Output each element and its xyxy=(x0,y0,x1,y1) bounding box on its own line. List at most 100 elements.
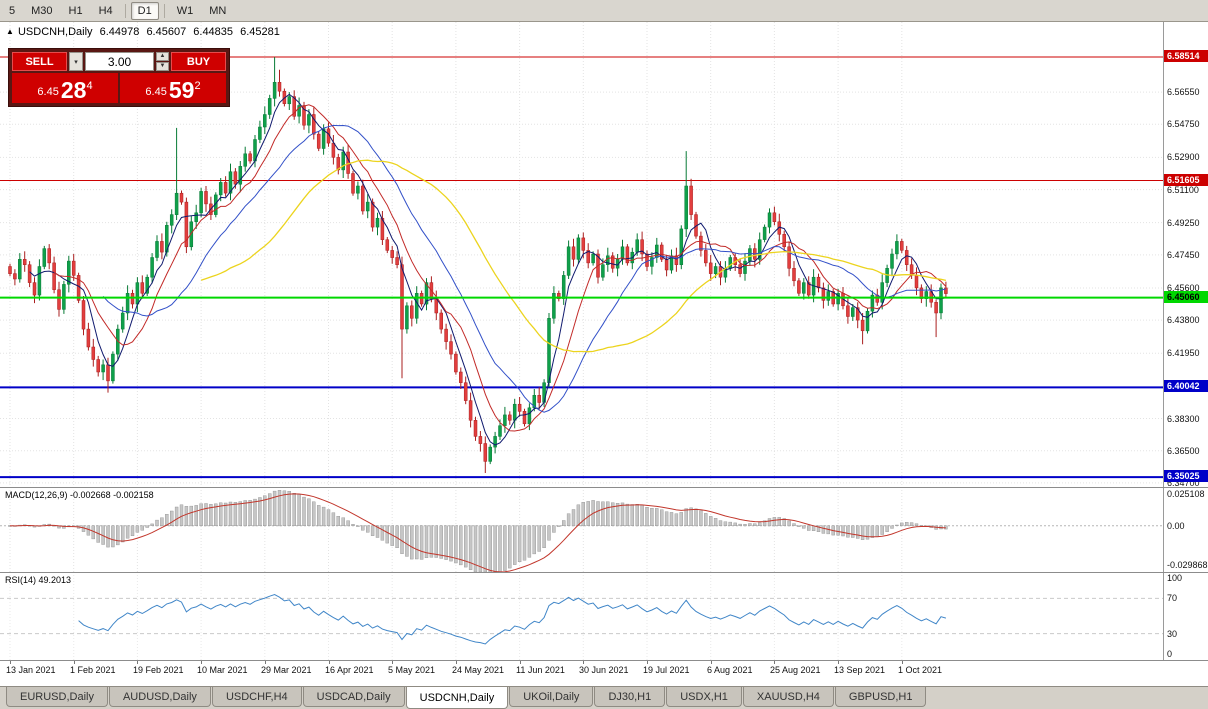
rsi-name: RSI(14) xyxy=(5,575,37,585)
date-tick-label: 13 Sep 2021 xyxy=(834,665,886,675)
price-badge: 6.58514 xyxy=(1164,50,1208,62)
date-tick-label: 19 Jul 2021 xyxy=(643,665,690,675)
main-grid-layer xyxy=(0,22,1164,487)
date-tick-mark xyxy=(456,660,457,664)
candles-layer xyxy=(8,57,948,473)
rsi-line xyxy=(78,593,947,645)
timeframe-button-5[interactable]: 5 xyxy=(9,4,16,17)
toolbar-separator xyxy=(163,3,165,18)
price-tick-label: 6.52900 xyxy=(1167,152,1200,162)
date-tick-mark xyxy=(774,660,775,664)
tab-usdx-h1[interactable]: USDX,H1 xyxy=(666,687,742,707)
date-tick-mark xyxy=(137,660,138,664)
tab-xauusd-h4[interactable]: XAUUSD,H4 xyxy=(742,687,834,707)
rsi-label: RSI(14) 49.2013 xyxy=(5,575,71,585)
buy-button[interactable]: BUY xyxy=(171,52,226,71)
price-tick-label: 6.41950 xyxy=(1167,348,1200,358)
chart-window: ▲ USDCNH,Daily 6.44978 6.45607 6.44835 6… xyxy=(0,22,1208,686)
volume-input[interactable]: 3.00 xyxy=(85,52,154,71)
date-tick-mark xyxy=(265,660,266,664)
tab-audusd-daily[interactable]: AUDUSD,Daily xyxy=(108,687,211,707)
panel-separator-rsi[interactable] xyxy=(0,572,1208,573)
tab-usdchf-h4[interactable]: USDCHF,H4 xyxy=(211,687,302,707)
date-tick-mark xyxy=(329,660,330,664)
rsi-grid-layer xyxy=(0,572,1164,660)
rsi-axis-label: 30 xyxy=(1167,629,1178,639)
volume-up-icon[interactable]: ▲ xyxy=(156,52,169,61)
date-tick-mark xyxy=(10,660,11,664)
collapse-icon[interactable]: ▲ xyxy=(6,27,14,36)
price-tick-label: 6.49250 xyxy=(1167,218,1200,228)
volume-dropdown-icon[interactable]: ▾ xyxy=(69,52,83,71)
timeframe-button-d1[interactable]: D1 xyxy=(130,1,159,20)
price-tick-label: 6.45600 xyxy=(1167,283,1200,293)
ohlc-close: 6.45281 xyxy=(240,26,280,38)
price-tick-label: 6.51100 xyxy=(1167,185,1199,195)
panel-separator-macd[interactable] xyxy=(0,487,1208,488)
tab-dj30-h1[interactable]: DJ30,H1 xyxy=(594,687,666,707)
date-tick-label: 16 Apr 2021 xyxy=(325,665,374,675)
macd-signal-line xyxy=(9,493,946,572)
price-tick-label: 6.36500 xyxy=(1167,446,1200,456)
rsi-svg[interactable] xyxy=(0,572,1164,660)
date-tick-mark xyxy=(647,660,648,664)
level-lines-layer[interactable] xyxy=(0,56,1164,479)
sell-button[interactable]: SELL xyxy=(12,52,67,71)
timeframe-toolbar: 5 M30 H1 H4 D1 W1 MN xyxy=(0,0,1208,22)
date-tick-label: 25 Aug 2021 xyxy=(770,665,821,675)
moving-averages-layer xyxy=(29,93,947,446)
sell-price-box[interactable]: 6.45 28 4 xyxy=(12,73,118,103)
rsi-axis-label: 0 xyxy=(1167,649,1173,659)
volume-stepper[interactable]: ▲ ▼ xyxy=(156,52,169,71)
buy-price-box[interactable]: 6.45 59 2 xyxy=(120,73,226,103)
sell-price-sup: 4 xyxy=(86,80,93,92)
toolbar-separator xyxy=(124,3,126,18)
buy-price-base: 6.45 xyxy=(145,86,167,98)
timeframe-button-mn[interactable]: MN xyxy=(209,4,227,17)
date-tick-label: 29 Mar 2021 xyxy=(261,665,312,675)
price-tick-label: 6.34700 xyxy=(1167,478,1200,488)
price-axis[interactable]: 6.56550 6.54750 6.52900 6.51100 6.49250 6.474… xyxy=(1164,22,1208,660)
sell-price-base: 6.45 xyxy=(37,86,59,98)
date-tick-mark xyxy=(520,660,521,664)
time-axis[interactable]: 13 Jan 2021 1 Feb 2021 19 Feb 2021 10 Mar 2… xyxy=(0,660,1208,686)
tab-eurusd-daily[interactable]: EURUSD,Daily xyxy=(6,687,108,707)
date-tick-label: 1 Oct 2021 xyxy=(898,665,943,675)
volume-down-icon[interactable]: ▼ xyxy=(156,62,169,71)
ohlc-high: 6.45607 xyxy=(146,26,187,38)
macd-label: MACD(12,26,9) -0.002668 -0.002158 xyxy=(5,490,154,500)
price-badge: 6.35025 xyxy=(1164,470,1208,482)
main-price-svg[interactable] xyxy=(0,22,1164,487)
tab-gbpusd-h1[interactable]: GBPUSD,H1 xyxy=(834,687,927,707)
ohlc-open: 6.44978 xyxy=(99,26,140,38)
date-tick-mark xyxy=(201,660,202,664)
tab-usdcnh-daily[interactable]: USDCNH,Daily xyxy=(405,687,509,709)
date-tick-mark xyxy=(711,660,712,664)
sell-price-big: 28 xyxy=(60,77,87,103)
ohlc-low: 6.44835 xyxy=(193,26,234,38)
macd-name: MACD(12,26,9) xyxy=(5,490,68,500)
date-tick-mark xyxy=(902,660,903,664)
symbol-tabbar: EURUSD,Daily AUDUSD,Daily USDCHF,H4 USDCAD,… xyxy=(0,686,1208,709)
price-badge: 6.40042 xyxy=(1164,380,1208,392)
macd-axis-label: -0.029868 xyxy=(1167,560,1208,570)
chart-title: ▲ USDCNH,Daily 6.44978 6.45607 6.44835 6… xyxy=(6,26,284,38)
macd-values: -0.002668 -0.002158 xyxy=(70,490,154,500)
macd-svg[interactable] xyxy=(0,487,1164,572)
timeframe-button-h1[interactable]: H1 xyxy=(68,4,83,17)
timeframe-button-m30[interactable]: M30 xyxy=(31,4,53,17)
timeframe-button-h4[interactable]: H4 xyxy=(98,4,113,17)
price-badge: 6.51605 xyxy=(1164,174,1208,186)
date-tick-label: 11 Jun 2021 xyxy=(516,665,565,675)
buy-price-big: 59 xyxy=(168,77,195,103)
tab-ukoil-daily[interactable]: UKOil,Daily xyxy=(509,687,594,707)
one-click-trading-panel: SELL ▾ 3.00 ▲ ▼ BUY 6.45 28 4 6.45 59 xyxy=(8,48,230,107)
price-badge: 6.45060 xyxy=(1164,291,1208,303)
date-tick-label: 1 Feb 2021 xyxy=(70,665,116,675)
chart-symbol-label: USDCNH,Daily xyxy=(17,26,93,38)
panel-separator-dates xyxy=(0,660,1208,661)
tab-usdcad-daily[interactable]: USDCAD,Daily xyxy=(302,687,405,707)
date-tick-label: 30 Jun 2021 xyxy=(579,665,629,675)
timeframe-button-w1[interactable]: W1 xyxy=(176,4,194,17)
